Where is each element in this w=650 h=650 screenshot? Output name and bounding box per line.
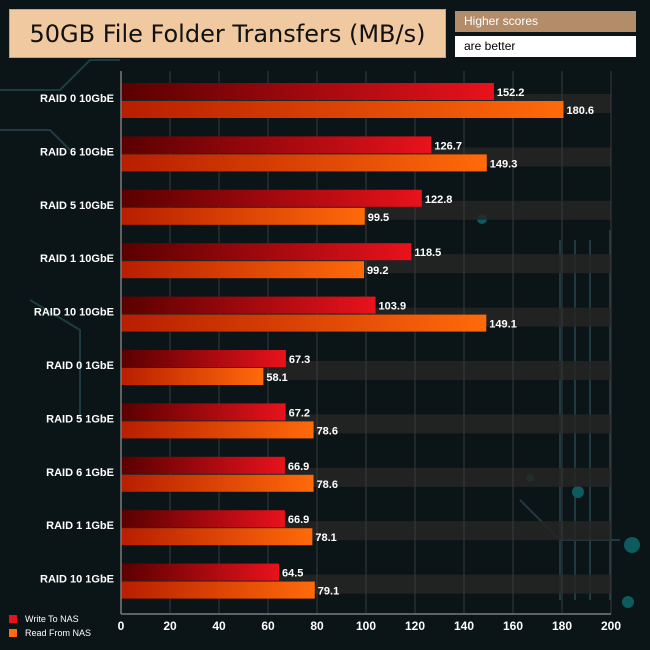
data-label-read: 78.6 xyxy=(317,479,338,491)
bar-write-to-nas xyxy=(121,243,412,261)
data-label-write: 67.2 xyxy=(289,407,310,419)
data-label-read: 78.1 xyxy=(315,532,336,544)
bar-write-to-nas xyxy=(121,83,494,100)
x-axis: 0 20 40 60 80 100 120 140 160 180 200 xyxy=(118,71,621,633)
legend-label: Write To NAS xyxy=(25,614,79,624)
bar-read-from-nas xyxy=(121,474,314,492)
legend-swatch xyxy=(9,615,17,623)
bar-read-from-nas xyxy=(121,261,365,279)
bar-write-to-nas xyxy=(121,296,376,314)
category-label: RAID 0 1GbE xyxy=(46,360,114,372)
category-labels: RAID 0 10GbE RAID 6 10GbE RAID 5 10GbE RAID… xyxy=(34,93,114,586)
data-label-write: 118.5 xyxy=(414,247,441,259)
legend-label: Read From NAS xyxy=(25,628,91,638)
x-tick-label: 120 xyxy=(405,619,425,633)
bar-read-from-nas xyxy=(121,528,313,546)
data-label-read: 99.2 xyxy=(367,265,388,277)
data-label-read: 78.6 xyxy=(317,425,338,437)
bar-read-from-nas xyxy=(121,207,365,225)
data-label-read: 58.1 xyxy=(266,372,287,384)
category-label: RAID 5 10GbE xyxy=(40,200,114,212)
bar-write-to-nas xyxy=(121,136,432,154)
note-are-better: are better xyxy=(455,36,636,57)
bar-read-from-nas xyxy=(121,314,487,332)
x-tick-label: 0 xyxy=(118,619,125,633)
bar-read-from-nas xyxy=(121,421,314,439)
bar-read-from-nas xyxy=(121,101,564,118)
category-label: RAID 6 10GbE xyxy=(40,146,114,158)
data-label-write: 122.8 xyxy=(425,194,453,206)
data-label-write: 66.9 xyxy=(288,514,309,526)
bar-write-to-nas xyxy=(121,563,280,581)
x-tick-label: 40 xyxy=(212,619,226,633)
title-box: 50GB File Folder Transfers (MB/s) xyxy=(9,9,446,58)
data-label-write: 103.9 xyxy=(379,301,407,313)
data-label-read: 180.6 xyxy=(566,105,594,117)
data-label-write: 64.5 xyxy=(282,568,303,580)
bar-write-to-nas xyxy=(121,510,285,528)
bar-write-to-nas xyxy=(121,350,286,367)
note-higher-scores: Higher scores xyxy=(455,11,636,32)
x-tick-label: 80 xyxy=(310,619,324,633)
category-label: RAID 1 10GbE xyxy=(40,253,114,265)
category-label: RAID 5 1GbE xyxy=(46,413,114,425)
data-label-write: 66.9 xyxy=(288,461,309,473)
category-label: RAID 10 10GbE xyxy=(34,307,114,319)
x-tick-label: 180 xyxy=(552,619,572,633)
chart-title: 50GB File Folder Transfers (MB/s) xyxy=(29,19,426,48)
x-tick-label: 160 xyxy=(503,619,523,633)
bar-write-to-nas xyxy=(121,189,422,207)
bar-write-to-nas xyxy=(121,456,285,474)
bar-read-from-nas xyxy=(121,581,315,599)
bar-read-from-nas xyxy=(121,154,487,172)
data-label-write: 152.2 xyxy=(497,87,525,99)
category-label: RAID 0 10GbE xyxy=(40,93,114,105)
legend-swatch xyxy=(9,629,17,637)
bars: 152.2 180.6 126.7 149.3 122.8 99.5 118.5 99.2 10… xyxy=(121,83,594,599)
data-label-read: 99.5 xyxy=(368,212,389,224)
x-tick-label: 140 xyxy=(454,619,474,633)
bar-read-from-nas xyxy=(121,368,264,385)
legend: Write To NAS Read From NAS xyxy=(9,614,91,638)
x-tick-label: 20 xyxy=(163,619,177,633)
data-label-write: 126.7 xyxy=(434,140,462,152)
category-label: RAID 1 1GbE xyxy=(46,520,114,532)
data-label-read: 149.3 xyxy=(490,158,518,170)
x-tick-label: 100 xyxy=(356,619,376,633)
data-label-read: 79.1 xyxy=(318,586,339,598)
bar-write-to-nas xyxy=(121,403,286,421)
data-label-write: 67.3 xyxy=(289,354,310,366)
category-label: RAID 6 1GbE xyxy=(46,467,114,479)
x-tick-label: 200 xyxy=(601,619,621,633)
data-label-read: 149.1 xyxy=(489,319,517,331)
category-label: RAID 10 1GbE xyxy=(40,574,114,586)
x-tick-label: 60 xyxy=(261,619,275,633)
